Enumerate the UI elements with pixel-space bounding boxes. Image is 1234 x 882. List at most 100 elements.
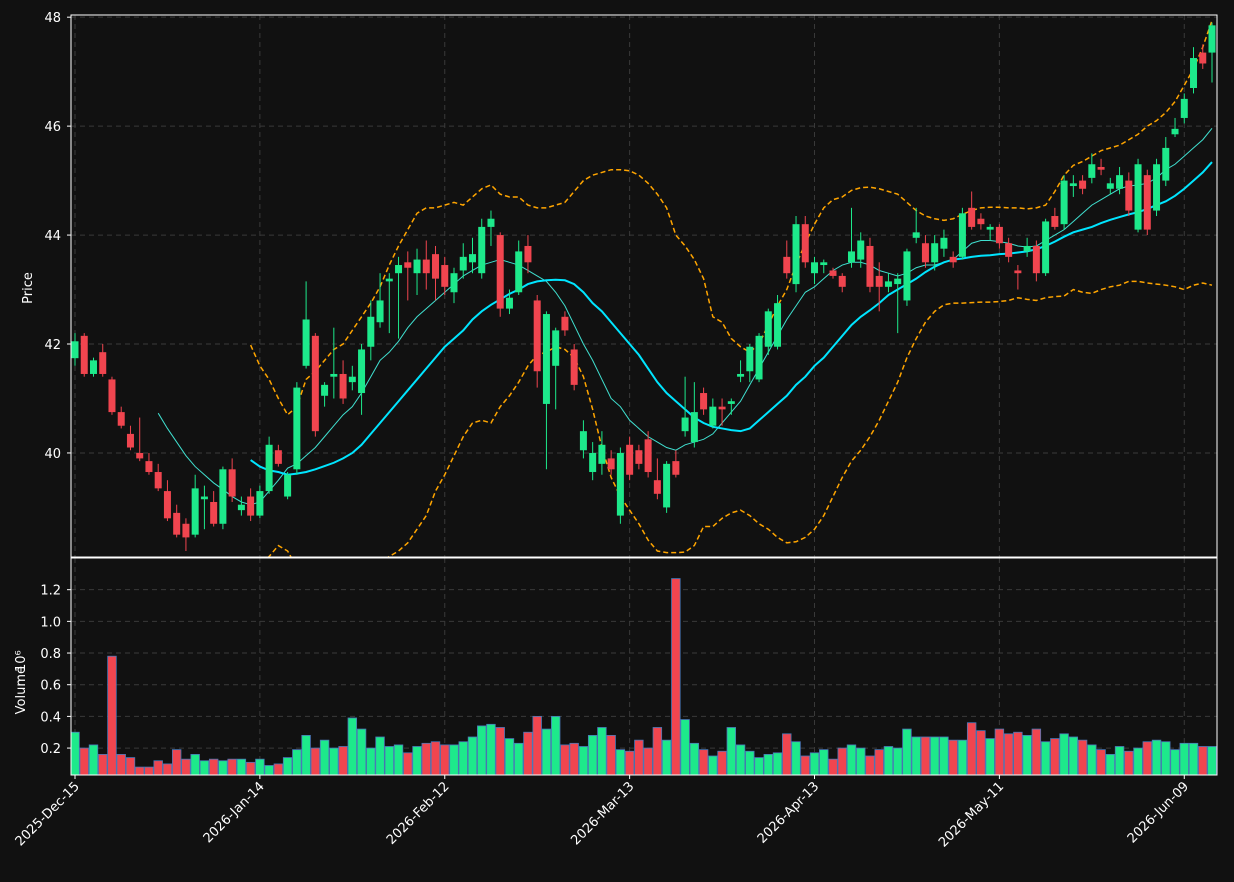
volume-bar xyxy=(865,755,875,775)
volume-bar xyxy=(208,758,219,775)
volume-bar xyxy=(976,730,986,775)
candle-body xyxy=(1171,128,1179,135)
volume-bar xyxy=(939,736,949,775)
volume-bar xyxy=(98,754,108,775)
candle-body xyxy=(857,240,865,260)
candle-body xyxy=(1116,175,1124,189)
candle-body xyxy=(866,245,874,287)
candle-body xyxy=(441,265,449,287)
volume-bar xyxy=(1059,733,1069,775)
candle-body xyxy=(672,461,680,475)
volume-bar xyxy=(902,728,912,775)
volume-bar xyxy=(144,766,154,775)
volume-bar xyxy=(1207,746,1217,775)
volume-bar xyxy=(329,747,339,775)
overlay-line xyxy=(267,280,1213,557)
volume-bar xyxy=(199,760,210,775)
candle-body xyxy=(376,300,384,323)
candle-body xyxy=(1190,58,1198,88)
candle-body xyxy=(219,469,227,524)
volume-bar xyxy=(624,750,635,775)
candle-body xyxy=(912,232,920,238)
volume-bar xyxy=(772,752,783,775)
candle-body xyxy=(764,311,772,347)
candle-body xyxy=(1134,164,1142,230)
candle-body xyxy=(958,213,966,257)
volume-bar xyxy=(412,746,422,775)
candle-body xyxy=(801,224,809,263)
candle-body xyxy=(1079,180,1087,189)
volume-tick-label: 0.6 xyxy=(40,679,61,694)
candle-body xyxy=(1162,147,1170,181)
volume-bar xyxy=(717,750,727,775)
candle-body xyxy=(875,275,883,287)
volume-bar xyxy=(1050,738,1060,775)
candle-body xyxy=(413,259,421,274)
volume-bar xyxy=(162,763,173,775)
volume-bar xyxy=(135,766,145,775)
candle-body xyxy=(228,469,236,497)
volume-bar xyxy=(837,747,847,775)
volume-bar xyxy=(578,746,589,775)
candle-body xyxy=(404,262,412,268)
volume-tick-label: 0.8 xyxy=(40,647,61,662)
volume-bar xyxy=(929,736,940,775)
volume-bar xyxy=(1198,746,1208,775)
candle-body xyxy=(774,303,782,347)
volume-bar xyxy=(107,655,117,775)
candle-body xyxy=(690,412,698,443)
volume-bar xyxy=(384,746,394,775)
y-tick-label: 48 xyxy=(44,11,61,26)
candle-body xyxy=(663,463,671,508)
volume-bar xyxy=(421,742,431,775)
candle-body xyxy=(598,444,606,464)
candle-body xyxy=(1023,245,1031,252)
volume-bar xyxy=(606,735,616,775)
candle-body xyxy=(783,256,791,274)
candle-body xyxy=(80,335,88,374)
candle-body xyxy=(145,461,153,473)
volume-bar xyxy=(440,744,450,775)
volume-bar xyxy=(634,739,644,775)
volume-bar xyxy=(735,744,746,775)
candle-body xyxy=(302,319,310,366)
candle-body xyxy=(330,373,338,377)
candle-body xyxy=(293,387,301,470)
candle-body xyxy=(1143,175,1151,230)
candle-body xyxy=(1005,243,1013,257)
volume-bar xyxy=(88,744,99,775)
candle-body xyxy=(1153,164,1161,211)
volume-tick-label: 0.2 xyxy=(40,742,61,757)
candle-body xyxy=(515,251,523,293)
volume-bar xyxy=(1077,739,1088,775)
overlay-line xyxy=(249,20,1213,417)
y-tick-label: 44 xyxy=(44,229,61,244)
volume-frame xyxy=(70,557,1218,776)
volume-bar xyxy=(1003,733,1014,775)
volume-bar xyxy=(809,752,820,775)
volume-bar xyxy=(1068,736,1079,775)
volume-bar xyxy=(356,728,367,775)
candle-body xyxy=(422,259,430,274)
volume-bar xyxy=(948,739,958,775)
candle-body xyxy=(616,452,624,516)
volume-bar xyxy=(994,728,1005,775)
volume-bar xyxy=(153,760,163,775)
volume-bar xyxy=(550,715,561,775)
volume-bar xyxy=(449,744,459,775)
candle-body xyxy=(542,314,550,404)
volume-bar xyxy=(218,760,228,775)
volume-bar xyxy=(587,735,598,775)
candle-body xyxy=(949,256,957,263)
volume-bar xyxy=(661,739,672,775)
volume-bar xyxy=(966,722,977,775)
volume-bar xyxy=(1114,746,1125,775)
volume-bar xyxy=(171,749,182,775)
candle-body xyxy=(644,439,652,473)
candle-body xyxy=(71,341,79,359)
volume-bar xyxy=(828,758,838,775)
volume-bar xyxy=(1022,735,1032,775)
candle-body xyxy=(274,450,282,464)
